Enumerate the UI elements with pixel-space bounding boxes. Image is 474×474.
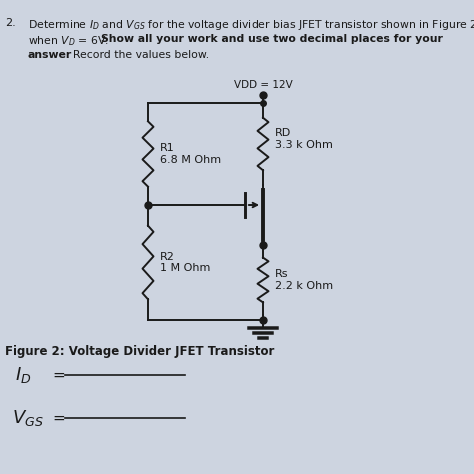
Text: =: = [52, 367, 65, 383]
Text: Determine $I_D$ and $V_{GS}$ for the voltage divider bias JFET transistor shown : Determine $I_D$ and $V_{GS}$ for the vol… [28, 18, 474, 32]
Text: $V_{GS}$: $V_{GS}$ [12, 408, 44, 428]
Text: Rs
2.2 k Ohm: Rs 2.2 k Ohm [275, 269, 333, 291]
Text: answer: answer [28, 50, 72, 60]
Text: when $V_D$ = 6V.: when $V_D$ = 6V. [28, 34, 114, 48]
Text: R1
6.8 M Ohm: R1 6.8 M Ohm [160, 143, 221, 165]
Text: $I_D$: $I_D$ [15, 365, 31, 385]
Text: Show all your work and use two decimal places for your: Show all your work and use two decimal p… [101, 34, 443, 44]
Text: =: = [52, 410, 65, 426]
Text: VDD = 12V: VDD = 12V [234, 80, 292, 90]
Text: R2
1 M Ohm: R2 1 M Ohm [160, 252, 210, 273]
Text: Figure 2: Voltage Divider JFET Transistor: Figure 2: Voltage Divider JFET Transisto… [5, 345, 274, 358]
Text: 2.: 2. [5, 18, 16, 28]
Text: RD
3.3 k Ohm: RD 3.3 k Ohm [275, 128, 333, 150]
Text: . Record the values below.: . Record the values below. [66, 50, 209, 60]
